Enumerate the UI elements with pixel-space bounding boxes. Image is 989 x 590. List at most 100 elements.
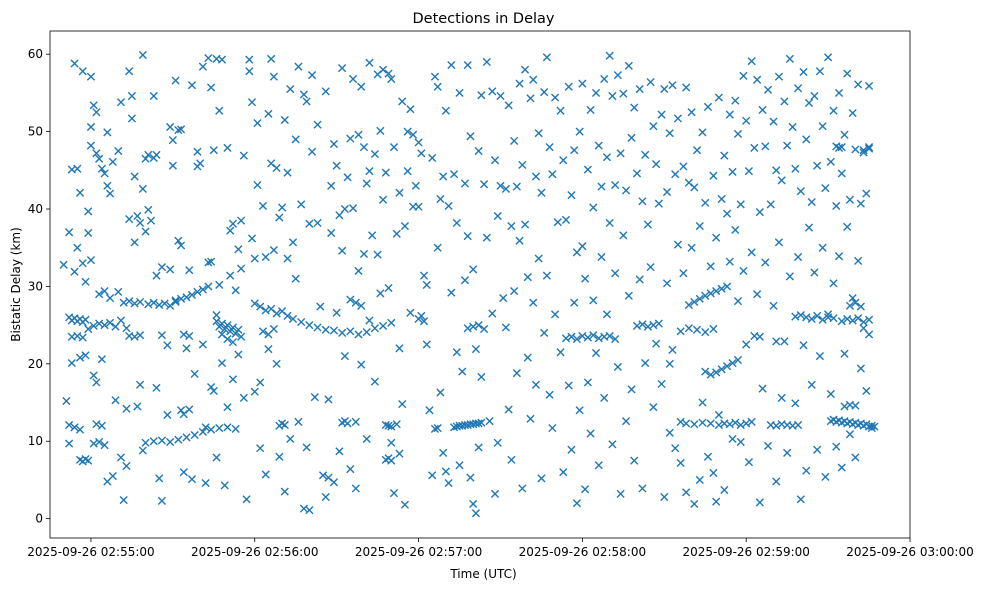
data-point-marker (171, 76, 180, 85)
data-point-marker (226, 226, 235, 235)
data-point-marker (321, 87, 330, 96)
data-point-marker (654, 319, 663, 328)
data-point-marker (480, 180, 489, 189)
data-point-marker (785, 272, 794, 281)
data-point-marker (392, 420, 401, 429)
data-point-marker (73, 243, 82, 252)
data-point-marker (392, 229, 401, 238)
data-point-marker (370, 324, 379, 333)
data-point-marker (804, 223, 814, 232)
data-point-marker (73, 164, 82, 173)
data-point-marker (703, 452, 713, 461)
data-point-marker (796, 187, 805, 196)
data-point-marker (332, 161, 341, 170)
data-point-marker (616, 149, 625, 158)
data-point-marker (515, 79, 524, 88)
data-point-marker (105, 293, 115, 303)
data-point-marker (581, 485, 590, 494)
data-point-marker (223, 403, 232, 412)
data-point-marker (471, 509, 480, 518)
data-point-marker (125, 214, 134, 224)
data-point-marker (665, 129, 674, 138)
data-point-marker (441, 106, 450, 115)
data-point-marker (635, 84, 644, 94)
data-point-marker (133, 211, 142, 221)
data-point-marker (157, 436, 167, 445)
data-point-marker (78, 333, 87, 342)
data-point-marker (436, 194, 445, 204)
data-point-marker (299, 90, 308, 99)
data-point-marker (59, 260, 68, 269)
data-point-marker (100, 441, 109, 450)
data-point-marker (507, 455, 516, 464)
data-point-marker (712, 233, 721, 242)
data-point-marker (215, 106, 224, 115)
data-point-marker (531, 380, 541, 389)
data-point-marker (166, 437, 175, 447)
data-point-marker (400, 221, 410, 231)
data-point-marker (518, 484, 527, 493)
data-point-marker (589, 331, 598, 340)
y-axis-label: Bistatic Delay (km) (9, 227, 23, 342)
data-point-marker (269, 324, 278, 334)
data-point-marker (591, 88, 601, 98)
data-point-marker (387, 438, 396, 447)
data-point-marker (86, 72, 96, 81)
data-point-marker (354, 266, 363, 276)
data-point-marker (763, 85, 773, 94)
data-point-marker (365, 58, 374, 67)
data-point-marker (343, 173, 352, 182)
data-point-marker (720, 151, 729, 160)
data-point-marker (520, 65, 530, 74)
data-point-marker (550, 93, 560, 102)
data-point-marker (417, 311, 426, 320)
data-point-marker (791, 164, 800, 173)
data-point-marker (419, 317, 429, 326)
data-point-marker (665, 359, 674, 368)
data-point-marker (619, 89, 628, 98)
data-point-marker (856, 302, 865, 311)
data-point-marker (226, 327, 235, 336)
data-point-marker (403, 127, 412, 136)
data-point-marker (239, 393, 248, 402)
data-point-marker (613, 71, 622, 80)
data-point-marker (750, 143, 759, 152)
data-point-marker (212, 310, 221, 320)
data-point-marker (630, 456, 639, 465)
data-point-marker (444, 478, 453, 488)
data-point-marker (845, 301, 855, 310)
data-point-marker (736, 437, 745, 447)
data-point-marker (728, 167, 737, 176)
data-point-marker (692, 325, 702, 334)
data-point-marker (854, 256, 863, 265)
data-point-marker (493, 211, 502, 221)
data-point-marker (515, 236, 524, 245)
data-point-marker (763, 441, 773, 450)
data-point-marker (548, 423, 557, 433)
data-point-marker (343, 419, 352, 428)
data-point-marker (70, 59, 79, 68)
data-point-marker (867, 421, 876, 430)
data-point-marker (133, 402, 142, 411)
data-point-marker (722, 209, 732, 218)
data-point-marker (701, 198, 710, 207)
data-point-marker (84, 456, 93, 465)
data-point-marker (570, 298, 579, 307)
data-point-marker (742, 116, 751, 125)
data-point-marker (362, 328, 371, 337)
data-point-marker (834, 143, 844, 152)
data-point-marker (272, 359, 281, 368)
data-point-marker (589, 296, 598, 305)
data-point-marker (436, 388, 445, 397)
data-point-marker (848, 108, 857, 118)
data-point-marker (591, 348, 601, 358)
data-point-marker (89, 101, 98, 110)
data-point-marker (766, 200, 775, 209)
data-point-marker (854, 80, 863, 89)
data-point-marker (586, 429, 595, 438)
data-point-marker (657, 379, 666, 389)
data-point-marker (859, 317, 868, 327)
data-point-marker (605, 331, 614, 341)
data-point-marker (840, 130, 849, 139)
data-point-marker (783, 141, 792, 150)
